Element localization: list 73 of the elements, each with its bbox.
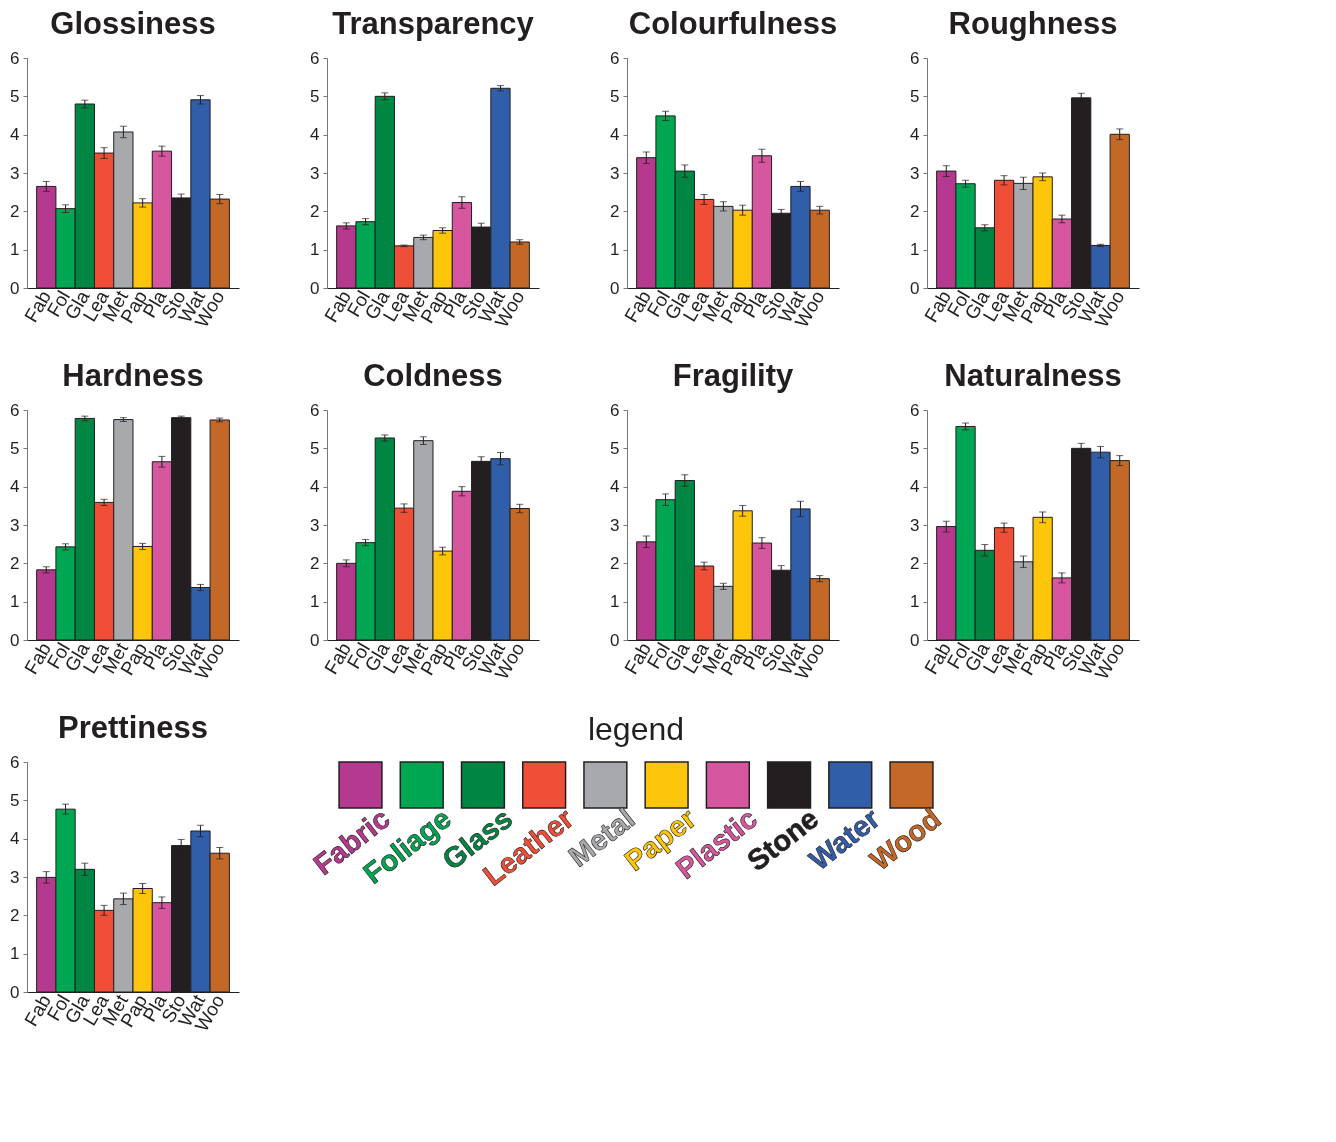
- legend-title: legend: [587, 711, 685, 748]
- y-tick-label: 0: [910, 278, 920, 298]
- y-tick-label: 4: [610, 125, 620, 145]
- y-tick-label: 0: [10, 630, 20, 650]
- y-tick-label: 2: [910, 553, 920, 573]
- y-tick-label: 6: [310, 400, 320, 420]
- y-tick-label: 2: [610, 553, 620, 573]
- y-tick-label: 5: [610, 438, 620, 458]
- y-tick-label: 1: [610, 592, 620, 612]
- y-tick-label: 4: [910, 477, 920, 497]
- y-tick-label: 0: [10, 982, 20, 1002]
- chart-title: Transparency: [332, 6, 535, 41]
- y-tick-label: 3: [10, 867, 20, 887]
- y-tick-label: 6: [10, 400, 20, 420]
- y-tick-label: 3: [910, 163, 920, 183]
- y-tick-label: 1: [10, 592, 20, 612]
- y-tick-label: 6: [10, 48, 20, 68]
- y-tick-label: 6: [910, 48, 920, 68]
- y-tick-label: 3: [10, 515, 20, 535]
- chart-title: Colourfulness: [628, 6, 838, 41]
- y-tick-label: 5: [910, 86, 920, 106]
- y-tick-label: 4: [610, 477, 620, 497]
- y-tick-label: 1: [310, 240, 320, 260]
- y-tick-label: 4: [10, 125, 20, 145]
- y-tick-label: 4: [10, 477, 20, 497]
- y-tick-label: 5: [10, 438, 20, 458]
- y-tick-label: 1: [10, 240, 20, 260]
- y-tick-label: 1: [910, 240, 920, 260]
- y-tick-label: 1: [10, 944, 20, 964]
- y-tick-label: 4: [910, 125, 920, 145]
- y-tick-label: 4: [10, 829, 20, 849]
- y-tick-label: 5: [310, 438, 320, 458]
- y-tick-label: 3: [910, 515, 920, 535]
- y-tick-label: 3: [310, 163, 320, 183]
- y-tick-label: 4: [310, 477, 320, 497]
- y-tick-label: 6: [910, 400, 920, 420]
- y-tick-label: 5: [610, 86, 620, 106]
- y-tick-label: 3: [610, 163, 620, 183]
- y-tick-label: 3: [10, 163, 20, 183]
- y-tick-label: 6: [610, 48, 620, 68]
- y-tick-label: 0: [310, 630, 320, 650]
- y-tick-label: 1: [310, 592, 320, 612]
- y-tick-label: 5: [10, 86, 20, 106]
- y-tick-label: 6: [10, 752, 20, 772]
- chart-title: Naturalness: [944, 358, 1122, 393]
- chart-title: Glossiness: [50, 6, 216, 41]
- y-tick-label: 1: [610, 240, 620, 260]
- y-tick-label: 5: [910, 438, 920, 458]
- y-tick-label: 0: [910, 630, 920, 650]
- y-tick-label: 2: [610, 201, 620, 221]
- y-tick-label: 2: [10, 201, 20, 221]
- chart-title: Hardness: [62, 358, 204, 393]
- y-tick-label: 0: [310, 278, 320, 298]
- y-tick-label: 5: [310, 86, 320, 106]
- chart-title: Coldness: [363, 358, 503, 393]
- y-tick-label: 3: [610, 515, 620, 535]
- y-tick-label: 2: [10, 553, 20, 573]
- chart-title: Fragility: [672, 358, 795, 393]
- y-tick-label: 6: [310, 48, 320, 68]
- y-tick-label: 5: [10, 790, 20, 810]
- y-tick-label: 4: [310, 125, 320, 145]
- y-tick-label: 0: [610, 630, 620, 650]
- y-tick-label: 0: [610, 278, 620, 298]
- y-tick-label: 6: [610, 400, 620, 420]
- y-tick-label: 2: [310, 553, 320, 573]
- y-tick-label: 2: [310, 201, 320, 221]
- y-tick-label: 3: [310, 515, 320, 535]
- chart-title: Prettiness: [58, 710, 208, 745]
- y-tick-label: 0: [10, 278, 20, 298]
- chart-title: Roughness: [948, 6, 1118, 41]
- y-tick-label: 2: [910, 201, 920, 221]
- y-tick-label: 2: [10, 905, 20, 925]
- y-tick-label: 1: [910, 592, 920, 612]
